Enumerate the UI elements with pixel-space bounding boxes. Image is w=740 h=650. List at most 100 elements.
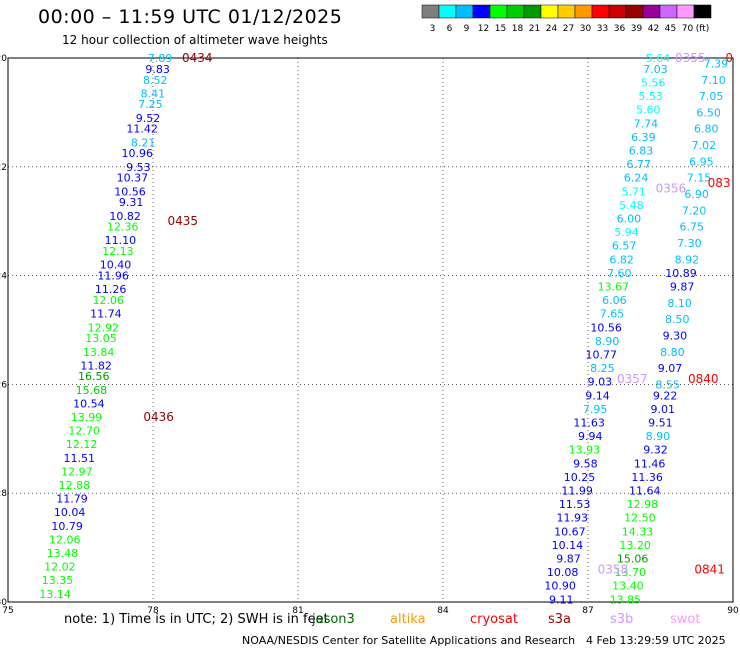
- data-value-label: 12.06: [93, 294, 125, 307]
- data-value-label: 6.80: [694, 123, 719, 136]
- data-value-label: 9.22: [653, 389, 678, 402]
- data-value-label: 9.07: [658, 362, 683, 375]
- y-tick-label: -30: [0, 598, 7, 608]
- satellite-label-swot: swot: [670, 612, 701, 627]
- pass-time-label: 083: [708, 176, 731, 190]
- data-value-label: 10.56: [590, 321, 622, 334]
- data-value-label: 11.82: [80, 359, 112, 372]
- data-value-label: 10.04: [54, 506, 86, 519]
- data-value-label: 7.30: [677, 237, 702, 250]
- pass-time-label: 0841: [694, 562, 725, 576]
- data-value-label: 8.92: [675, 253, 700, 266]
- colorbar-label: 27: [563, 24, 574, 34]
- data-value-label: 9.52: [136, 112, 161, 125]
- footer-agency: NOAA/NESDIS Center for Satellite Applica…: [242, 634, 576, 647]
- pass-time-label: 0840: [688, 372, 719, 386]
- colorbar-label: 18: [512, 24, 524, 34]
- data-value-label: 5.56: [641, 76, 666, 89]
- page-title: 00:00 – 11:59 UTC 01/12/2025: [38, 6, 343, 28]
- data-value-label: 14.33: [622, 525, 654, 538]
- data-value-label: 6.57: [612, 240, 637, 253]
- data-value-label: 10.37: [117, 172, 149, 185]
- data-value-label: 10.67: [554, 525, 586, 538]
- y-tick-label: -20: [0, 54, 7, 64]
- data-value-label: 6.90: [684, 188, 709, 201]
- data-value-label: 16.56: [78, 370, 110, 383]
- data-value-label: 5.53: [638, 90, 663, 103]
- data-value-label: 13.85: [610, 593, 642, 606]
- pass-time-label: 0435: [168, 214, 199, 228]
- data-value-label: 10.40: [100, 259, 132, 272]
- data-value-label: 9.30: [663, 329, 688, 342]
- colorbar-label: 42: [648, 24, 659, 34]
- data-value-label: 7.25: [138, 98, 163, 111]
- data-value-label: 9.53: [126, 161, 151, 174]
- data-value-label: 7.05: [699, 90, 724, 103]
- data-value-label: 8.52: [143, 74, 168, 87]
- data-value-label: 8.90: [595, 335, 620, 348]
- colorbar-label: 24: [546, 24, 558, 34]
- footnote: note: 1) Time is in UTC; 2) SWH is in fe…: [64, 612, 329, 627]
- data-value-label: 13.84: [83, 346, 115, 359]
- data-value-label: 12.13: [102, 245, 134, 258]
- data-value-label: 6.82: [609, 253, 634, 266]
- data-value-label: 8.21: [131, 136, 156, 149]
- data-value-label: 11.99: [561, 484, 593, 497]
- pass-time-label: 0358: [598, 562, 629, 576]
- colorbar-label: 70: [682, 24, 694, 34]
- pass-time-label: 0434: [182, 51, 213, 65]
- colorbar-label: 15: [495, 24, 506, 34]
- data-value-label: 8.50: [665, 313, 690, 326]
- colorbar-label: 6: [447, 24, 453, 34]
- data-value-label: 13.99: [71, 411, 103, 424]
- data-value-label: 7.89: [148, 52, 173, 65]
- data-value-label: 6.83: [629, 144, 654, 157]
- x-tick-label: 87: [582, 606, 593, 616]
- colorbar-label: (ft): [696, 24, 710, 34]
- x-tick-label: 78: [147, 606, 159, 616]
- pass-time-label: 0355: [675, 51, 706, 65]
- data-value-label: 11.74: [90, 308, 122, 321]
- data-value-label: 7.15: [687, 172, 712, 185]
- data-value-label: 5.71: [622, 185, 647, 198]
- x-tick-label: 90: [727, 606, 739, 616]
- data-value-label: 13.93: [569, 444, 601, 457]
- pass-time-label: 0356: [656, 182, 687, 196]
- colorbar-label: 33: [597, 24, 608, 34]
- data-value-label: 5.64: [646, 52, 671, 65]
- data-value-label: 6.00: [617, 212, 642, 225]
- data-value-label: 8.10: [667, 297, 692, 310]
- data-value-label: 13.14: [39, 588, 71, 601]
- y-tick-label: -28: [0, 489, 7, 499]
- data-value-label: 9.14: [585, 389, 610, 402]
- data-value-label: 9.87: [556, 552, 581, 565]
- data-value-label: 9.11: [549, 593, 574, 606]
- data-value-label: 11.26: [95, 283, 127, 296]
- data-value-label: 11.10: [105, 234, 137, 247]
- data-value-label: 13.48: [47, 547, 79, 560]
- satellite-label-s3a: s3a: [548, 612, 572, 627]
- data-value-label: 12.98: [627, 498, 659, 511]
- colorbar-label: 45: [665, 24, 676, 34]
- data-value-label: 10.79: [51, 520, 83, 533]
- data-value-label: 11.46: [634, 457, 666, 470]
- data-value-label: 7.10: [701, 74, 726, 87]
- data-value-label: 10.08: [547, 566, 579, 579]
- pass-time-label: 0357: [617, 372, 648, 386]
- data-value-label: 13.05: [85, 332, 117, 345]
- data-value-label: 6.95: [689, 155, 714, 168]
- data-value-label: 7.65: [600, 308, 625, 321]
- data-value-label: 5.60: [636, 104, 661, 117]
- data-value-label: 7.20: [682, 204, 707, 217]
- footer-timestamp: 4 Feb 13:29:59 UTC 2025: [586, 634, 726, 647]
- pass-time-label: 0436: [143, 410, 174, 424]
- data-value-label: 6.75: [680, 221, 705, 234]
- data-value-label: 11.36: [631, 471, 663, 484]
- x-tick-label: 75: [2, 606, 13, 616]
- data-value-label: 9.31: [119, 196, 144, 209]
- y-tick-label: -24: [0, 272, 7, 282]
- data-value-label: 11.51: [64, 452, 96, 465]
- data-value-label: 9.01: [651, 403, 676, 416]
- data-value-label: 7.03: [643, 63, 668, 76]
- data-value-label: 8.25: [590, 362, 615, 375]
